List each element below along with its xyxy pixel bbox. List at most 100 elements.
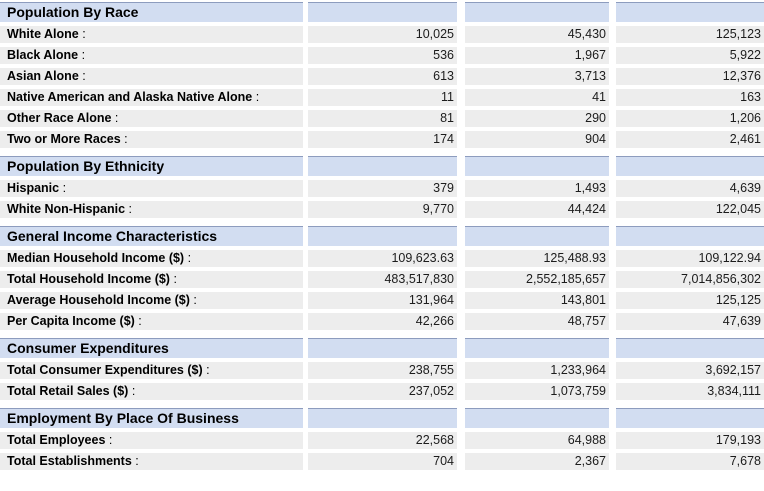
value-cell: 10,025 (308, 26, 457, 43)
row-label: Total Establishments : (0, 453, 303, 470)
value-cell: 125,488.93 (465, 250, 609, 267)
value-cell: 1,493 (465, 180, 609, 197)
value-cell: 483,517,830 (308, 271, 457, 288)
section-header-row: Consumer Expenditures (0, 338, 764, 358)
section-title: General Income Characteristics (0, 226, 303, 246)
value-cell: 179,193 (616, 432, 764, 449)
value-cell: 12,376 (616, 68, 764, 85)
row-label-text: Black Alone (7, 48, 79, 62)
section-title: Population By Ethnicity (0, 156, 303, 176)
row-label: Average Household Income ($) : (0, 292, 303, 309)
value-cell: 3,713 (465, 68, 609, 85)
row-label-separator: : (78, 27, 86, 41)
row-label-text: Asian Alone (7, 69, 79, 83)
row-label-text: Total Establishments (7, 454, 132, 468)
value-cell: 4,639 (616, 180, 764, 197)
section-header-row: General Income Characteristics (0, 226, 764, 246)
value-cell: 5,922 (616, 47, 764, 64)
value-cell: 109,623.63 (308, 250, 457, 267)
report-section: Employment By Place Of Business Total Em… (0, 408, 764, 470)
table-row: Total Retail Sales ($) : 237,052 1,073,7… (0, 383, 764, 400)
value-cell: 704 (308, 453, 457, 470)
value-cell: 64,988 (465, 432, 609, 449)
section-title: Population By Race (0, 2, 303, 22)
value-cell: 2,552,185,657 (465, 271, 609, 288)
value-cell: 11 (308, 89, 457, 106)
row-label-separator: : (252, 90, 260, 104)
row-label: Other Race Alone : (0, 110, 303, 127)
section-header-spacer (616, 408, 764, 428)
row-label: White Non-Hispanic : (0, 201, 303, 218)
value-cell: 44,424 (465, 201, 609, 218)
value-cell: 237,052 (308, 383, 457, 400)
row-label-separator: : (128, 384, 136, 398)
section-header-spacer (465, 156, 609, 176)
value-cell: 290 (465, 110, 609, 127)
row-label-text: Other Race Alone (7, 111, 112, 125)
table-row: Total Household Income ($) : 483,517,830… (0, 271, 764, 288)
table-row: Two or More Races : 174 904 2,461 (0, 131, 764, 148)
row-label: Two or More Races : (0, 131, 303, 148)
demographics-report-table: Population By Race White Alone : 10,025 … (0, 2, 764, 470)
section-rows: Median Household Income ($) : 109,623.63… (0, 250, 764, 330)
row-label-separator: : (78, 48, 86, 62)
row-label-text: White Alone (7, 27, 79, 41)
row-label-text: White Non-Hispanic (7, 202, 126, 216)
table-row: Average Household Income ($) : 131,964 1… (0, 292, 764, 309)
row-label-text: Per Capita Income ($) (7, 314, 135, 328)
row-label-text: Native American and Alaska Native Alone (7, 90, 253, 104)
section-header-spacer (465, 2, 609, 22)
value-cell: 238,755 (308, 362, 457, 379)
row-label-separator: : (78, 69, 86, 83)
row-label-separator: : (189, 293, 197, 307)
value-cell: 143,801 (465, 292, 609, 309)
section-header-spacer (308, 2, 457, 22)
row-label: Hispanic : (0, 180, 303, 197)
section-header-spacer (465, 338, 609, 358)
row-label-separator: : (125, 202, 133, 216)
table-row: Hispanic : 379 1,493 4,639 (0, 180, 764, 197)
value-cell: 2,461 (616, 131, 764, 148)
section-header-spacer (616, 226, 764, 246)
table-row: Black Alone : 536 1,967 5,922 (0, 47, 764, 64)
report-section: Population By Ethnicity Hispanic : 379 1… (0, 156, 764, 218)
value-cell: 22,568 (308, 432, 457, 449)
value-cell: 904 (465, 131, 609, 148)
table-row: Median Household Income ($) : 109,623.63… (0, 250, 764, 267)
row-label-separator: : (111, 111, 119, 125)
section-header-spacer (308, 408, 457, 428)
table-row: Per Capita Income ($) : 42,266 48,757 47… (0, 313, 764, 330)
report-section: Population By Race White Alone : 10,025 … (0, 2, 764, 148)
value-cell: 7,678 (616, 453, 764, 470)
table-row: Total Establishments : 704 2,367 7,678 (0, 453, 764, 470)
row-label: Median Household Income ($) : (0, 250, 303, 267)
row-label-separator: : (105, 433, 113, 447)
section-header-spacer (308, 156, 457, 176)
row-label-text: Two or More Races (7, 132, 121, 146)
value-cell: 7,014,856,302 (616, 271, 764, 288)
section-rows: Total Consumer Expenditures ($) : 238,75… (0, 362, 764, 400)
section-header-row: Employment By Place Of Business (0, 408, 764, 428)
value-cell: 1,206 (616, 110, 764, 127)
value-cell: 42,266 (308, 313, 457, 330)
value-cell: 613 (308, 68, 457, 85)
table-row: Total Consumer Expenditures ($) : 238,75… (0, 362, 764, 379)
row-label: Total Employees : (0, 432, 303, 449)
value-cell: 81 (308, 110, 457, 127)
row-label: White Alone : (0, 26, 303, 43)
row-label-separator: : (184, 251, 192, 265)
row-label: Asian Alone : (0, 68, 303, 85)
section-title: Employment By Place Of Business (0, 408, 303, 428)
section-header-spacer (308, 338, 457, 358)
value-cell: 122,045 (616, 201, 764, 218)
section-rows: White Alone : 10,025 45,430 125,123 Blac… (0, 26, 764, 148)
row-label-text: Total Retail Sales ($) (7, 384, 129, 398)
value-cell: 41 (465, 89, 609, 106)
row-label-separator: : (169, 272, 177, 286)
value-cell: 125,123 (616, 26, 764, 43)
section-title: Consumer Expenditures (0, 338, 303, 358)
value-cell: 48,757 (465, 313, 609, 330)
table-row: Native American and Alaska Native Alone … (0, 89, 764, 106)
value-cell: 9,770 (308, 201, 457, 218)
value-cell: 163 (616, 89, 764, 106)
